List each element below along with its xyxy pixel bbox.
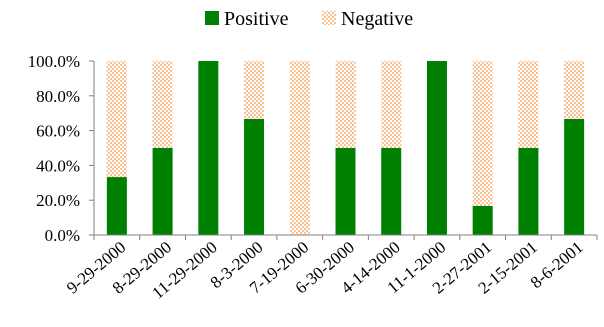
bar-negative: [244, 61, 265, 119]
bar-negative: [518, 61, 539, 148]
bar-positive: [335, 148, 356, 235]
bar-negative: [106, 61, 127, 178]
bar-negative: [381, 61, 402, 148]
bar-negative: [564, 61, 585, 119]
bar-positive: [381, 148, 402, 235]
legend-swatch-negative: [322, 11, 336, 25]
bar-negative: [289, 61, 310, 235]
bar-positive: [472, 205, 493, 235]
bars: [106, 61, 585, 235]
x-axis: 9-29-20008-29-200011-29-20008-3-20007-19…: [63, 234, 598, 303]
y-tick-label: 20.0%: [36, 191, 80, 210]
bar-positive: [244, 118, 265, 235]
bar-positive: [518, 148, 539, 235]
bar-negative: [335, 61, 356, 148]
y-tick-label: 40.0%: [36, 156, 80, 175]
bar-positive: [152, 148, 173, 235]
y-tick-label: 80.0%: [36, 87, 80, 106]
y-tick-label: 60.0%: [36, 122, 80, 141]
y-tick-label: 100.0%: [28, 52, 80, 71]
bar-positive: [426, 61, 447, 235]
bar-positive: [106, 177, 127, 235]
y-tick-label: 0.0%: [45, 226, 80, 245]
legend-label-negative: Negative: [341, 8, 413, 30]
legend-swatch-positive: [205, 11, 219, 25]
bar-negative: [472, 61, 493, 206]
bar-negative: [152, 61, 173, 148]
y-axis: 0.0% 20.0% 40.0% 60.0% 80.0% 100.0%: [28, 52, 95, 245]
legend: Positive Negative: [205, 8, 413, 30]
legend-label-positive: Positive: [224, 8, 289, 30]
bar-positive: [564, 118, 585, 235]
x-tick-label: 8-6-2001: [527, 238, 587, 293]
bar-positive: [198, 61, 219, 235]
